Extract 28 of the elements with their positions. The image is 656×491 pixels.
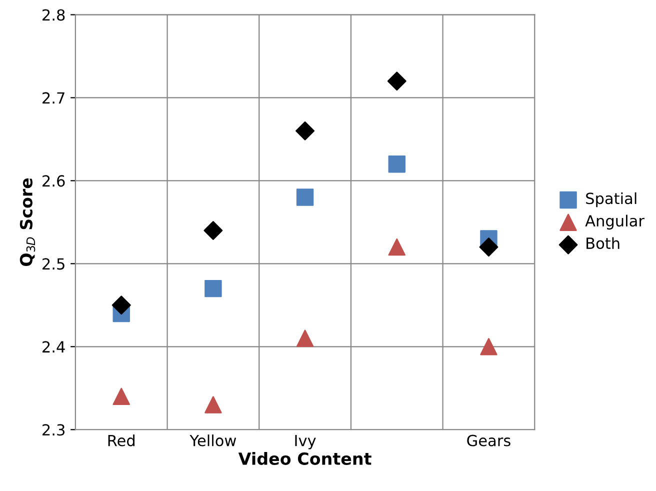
point: [112, 388, 130, 406]
point: [388, 155, 406, 173]
point: [296, 121, 315, 140]
x-tick-label: Gears: [467, 434, 510, 446]
point: [204, 396, 222, 414]
legend-label: Spatial: [586, 192, 636, 208]
legend-label: Both: [586, 237, 620, 250]
y-tick-label: 2.3: [42, 424, 64, 436]
x-tick-label: Yellow: [190, 434, 236, 446]
x-tick-label: Red: [108, 434, 134, 446]
point: [296, 330, 314, 347]
y-tick-label: 2.5: [42, 258, 64, 270]
y-tick-label: 2.6: [42, 175, 65, 187]
x-tick-label: Ivy: [295, 434, 316, 450]
point: [112, 296, 131, 315]
y-tick-label: 2.7: [42, 92, 64, 104]
legend-label: Angular: [585, 214, 644, 230]
point: [387, 72, 406, 91]
y-tick-label: 2.4: [42, 341, 65, 352]
y-axis-title: Q$_{3D}$ Score: [20, 178, 36, 266]
point: [479, 238, 498, 257]
y-tick-label: 2.8: [42, 9, 65, 21]
point: [480, 338, 498, 356]
point: [204, 280, 222, 298]
point: [296, 188, 314, 206]
x-axis-title: Video Content: [238, 452, 372, 465]
point: [204, 220, 223, 240]
point: [388, 238, 406, 256]
